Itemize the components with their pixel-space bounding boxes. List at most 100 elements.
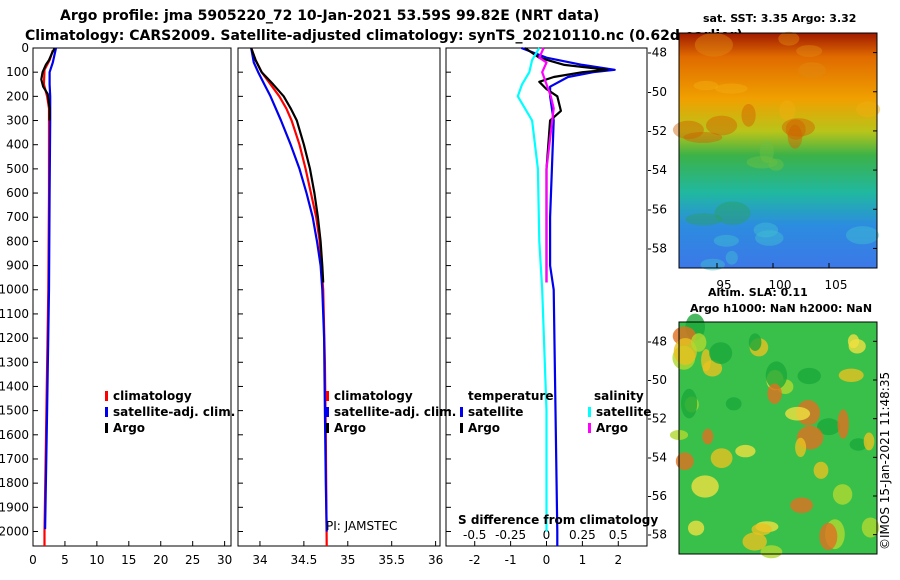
x-tick-label: 0	[29, 553, 37, 567]
x-tick-label: 25	[185, 553, 200, 567]
lat-tick-label: -54	[647, 450, 667, 464]
sla-texture-blob	[848, 339, 866, 354]
sla-texture-blob	[817, 418, 841, 436]
salinity-series	[250, 47, 328, 547]
lat-tick-label: -58	[647, 241, 667, 255]
sla-texture-blob	[819, 522, 838, 551]
y-tick-label: 1500	[0, 404, 29, 418]
y-tick-label: 1000	[0, 283, 29, 297]
sst-texture-blob	[694, 33, 734, 57]
sst-map	[672, 31, 881, 271]
sla-texture-blob	[710, 448, 733, 468]
sst-texture-blob	[685, 213, 723, 226]
sst-texture-blob	[746, 156, 778, 169]
sst-texture-blob	[714, 201, 751, 225]
lat-tick-label: -48	[647, 46, 667, 60]
sst-texture-blob	[700, 258, 725, 271]
salinity-diff-tick-label: 0.5	[609, 528, 628, 542]
legend-swatch-climatology	[105, 391, 108, 401]
sla-texture-blob	[702, 428, 714, 445]
sla-texture-blob	[675, 452, 694, 471]
sst-texture-blob	[796, 45, 823, 57]
sla-texture-blob	[748, 333, 762, 352]
sst-map-texture	[672, 31, 881, 271]
legend-swatch-sal-argo	[588, 423, 591, 433]
x-tick-label: 34	[252, 553, 267, 567]
sst-texture-blob	[846, 226, 879, 245]
sla-texture-blob	[751, 523, 772, 536]
lat-tick-label: -50	[647, 373, 667, 387]
pi-label: PI: JAMSTEC	[326, 519, 397, 533]
sst-texture-blob	[778, 31, 800, 46]
legend-swatch-satellite	[326, 407, 329, 417]
difference-axis: -2 -1 0 1 2 -0.5 -0.25 0 0.25 0.5	[446, 47, 628, 567]
salinity-panel-frame	[237, 47, 441, 547]
sla-texture-blob	[832, 484, 853, 505]
title-line-2: Climatology: CARS2009. Satellite-adjuste…	[25, 28, 743, 44]
sst-texture-blob	[741, 103, 756, 127]
lon-tick-label: 100	[769, 278, 792, 292]
sst-texture-blob	[798, 62, 826, 78]
title-line-1: Argo profile: jma 5905220_72 10-Jan-2021…	[60, 8, 599, 24]
legend-header-salinity: salinity	[594, 389, 644, 403]
sst-texture-blob	[713, 234, 739, 247]
sst-texture-blob	[755, 230, 784, 246]
sst-map-field	[679, 33, 877, 268]
lat-tick-label: -52	[647, 124, 667, 138]
legend-label-temp-satellite: satellite	[468, 405, 523, 419]
sst-texture-blob	[787, 124, 803, 149]
legend-header-temperature: temperature	[468, 389, 553, 403]
sla-texture-blob	[681, 388, 698, 419]
y-tick-label: 1300	[0, 355, 29, 369]
y-tick-label: 2000	[0, 524, 29, 538]
sla-texture-blob	[785, 406, 811, 421]
sla-texture-blob	[709, 342, 733, 364]
sla-texture-blob	[795, 437, 807, 457]
sla-texture-blob	[797, 367, 821, 385]
x-tick-label: 5	[61, 553, 69, 567]
sst-texture-blob	[768, 158, 784, 171]
x-tick-label: -2	[469, 553, 481, 567]
salinity-diff-tick-label: 0	[543, 528, 551, 542]
sal-line-climatology	[250, 47, 328, 547]
sla-texture-blob	[765, 361, 788, 390]
y-tick-label: 300	[6, 114, 29, 128]
legend-swatch-temp-satellite	[460, 407, 463, 417]
y-tick-label: 600	[6, 186, 29, 200]
lat-tick-label: -52	[647, 412, 667, 426]
sst-texture-blob	[683, 131, 723, 143]
sla-map-frame	[678, 321, 878, 555]
legend-swatch-satellite	[105, 407, 108, 417]
y-tick-label: 1800	[0, 476, 29, 490]
y-tick-label: 1600	[0, 428, 29, 442]
temperature-series	[40, 47, 58, 546]
x-tick-label: 36	[428, 553, 443, 567]
sla-texture-blob	[742, 532, 767, 551]
y-tick-label: 700	[6, 210, 29, 224]
y-tick-label: 100	[6, 65, 29, 79]
legend-swatch-argo	[105, 423, 108, 433]
y-tick-label: 1700	[0, 452, 29, 466]
legend-label-satellite: satellite-adj. clim.	[334, 405, 456, 419]
lat-tick-label: -56	[647, 202, 667, 216]
legend-label-sal-satellite: satellite	[596, 405, 651, 419]
lat-tick-label: -58	[647, 528, 667, 542]
legend-label-argo: Argo	[334, 421, 366, 435]
x-tick-label: 34.5	[291, 553, 318, 567]
sla-map-subtitle: Argo h1000: NaN h2000: NaN	[690, 302, 872, 315]
sla-texture-blob	[725, 397, 742, 411]
x-tick-label: 20	[153, 553, 168, 567]
x-tick-label: 35	[340, 553, 355, 567]
sal-line-argo	[250, 47, 325, 283]
difference-axis-label: S difference from climatology	[458, 513, 658, 527]
sla-texture-blob	[837, 409, 849, 439]
y-tick-label: 1200	[0, 331, 29, 345]
temperature-panel-frame	[32, 47, 232, 547]
diff-line-salinity-satellite	[516, 47, 548, 532]
y-tick-label: 500	[6, 162, 29, 176]
sla-texture-blob	[813, 461, 829, 479]
temperature-legend: climatology satellite-adj. clim. Argo	[105, 389, 235, 435]
salinity-diff-tick-label: 0.25	[569, 528, 596, 542]
lat-tick-label: -50	[647, 85, 667, 99]
sst-texture-blob	[714, 83, 748, 94]
